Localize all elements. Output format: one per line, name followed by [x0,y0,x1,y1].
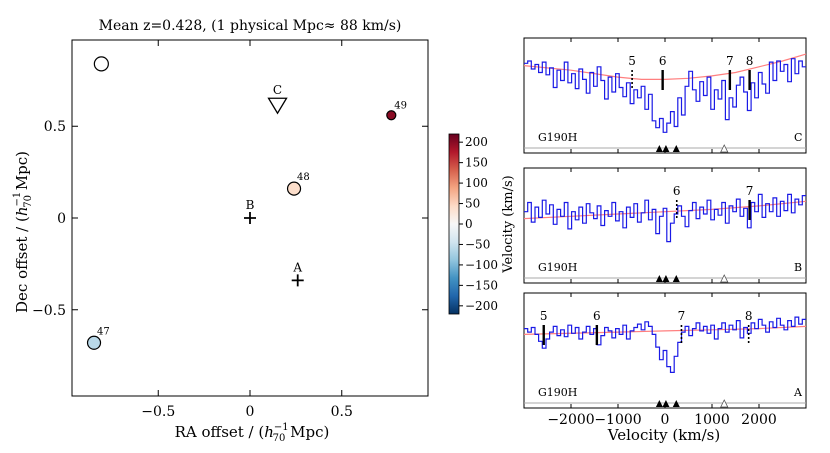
spectrum-histogram [524,316,806,373]
spectrum-panel-a: 5 6 7 8 G190H A −2000 −1000 0 1000 2000 [523,292,807,428]
galaxy-velocity-marker [655,275,663,282]
spectrum-histogram [524,58,806,133]
galaxy-velocity-marker [672,275,680,282]
line-id-label: 8 [746,54,754,68]
map-ticks: −0.5 0 0.5 −0.5 0 0.5 [32,40,428,420]
sightline-panel-label: A [793,386,803,399]
colorbar-tick-label: 100 [465,176,488,190]
galaxy-velocity-marker [655,145,663,152]
map-panel: Mean z=0.428, (1 physical Mpc≈ 88 km/s) … [12,18,429,444]
galaxy-marker [386,110,397,121]
line-id-label: 6 [673,184,681,198]
map-ytick-label: 0 [57,211,66,227]
colorbar-tick-label: −200 [465,299,498,313]
colorbar-label: Velocity (km/s) [501,175,516,273]
line-id-label: 7 [726,54,734,68]
galaxy-label: 47 [97,326,110,337]
sightline-panel-label: C [794,131,802,144]
spectrum-xtick-label: 0 [661,412,670,428]
colorbar-tick-label: 0 [465,217,473,231]
map-xtick-label: −0.5 [141,404,175,420]
spectrum-panel-b: 6 7 G190H B [523,167,807,284]
sightline-plus-marker [244,212,256,224]
spectrum-xtick-label: 1000 [694,412,730,428]
map-ylabel: Dec offset / (h−170 Mpc) [12,151,34,313]
spectra-xlabel: Velocity (km/s) [607,426,720,444]
spectrum-xtick-label: −1000 [594,412,641,428]
map-xtick-label: 0.5 [331,404,353,420]
galaxy-velocity-marker [662,275,670,282]
colorbar-tick-label: 200 [465,135,488,149]
line-id-label: 6 [593,309,601,323]
galaxy-marker [93,56,109,72]
sightline-label: B [246,198,255,212]
map-xlabel: RA offset / (h−1 70 Mpc) [175,422,330,444]
sightline-plus-marker [291,274,304,287]
line-id-label: 7 [746,184,754,198]
galaxy-velocity-marker [655,400,663,407]
colorbar-tick-label: −100 [465,258,498,272]
line-id-label: 7 [678,309,686,323]
galaxy-label: 48 [297,172,310,183]
spectrum-xtick-label: −2000 [547,412,594,428]
line-id-label: 5 [628,54,636,68]
spectrum-xtick-label: 2000 [741,412,777,428]
colorbar-tick-label: 50 [465,197,480,211]
colorbar-tick-label: −150 [465,278,498,292]
open-velocity-marker [720,144,729,153]
spectrum-panel-c: 5 6 7 8 G190H C [523,37,807,154]
galaxy-marker [86,335,102,350]
instrument-label: G190H [538,131,577,144]
colorbar: 200 150 100 50 0 −50 −100 −150 −200 Velocity (km… [448,133,516,315]
map-title: Mean z=0.428, (1 physical Mpc≈ 88 km/s) [99,18,402,34]
colorbar-ticks: 200 150 100 50 0 −50 −100 −150 −200 [459,135,498,313]
map-xtick-label: 0 [246,404,255,420]
galaxy-velocity-marker [672,145,680,152]
colorbar-tick-label: 150 [465,156,488,170]
galaxy-velocity-marker [662,145,670,152]
sightline-triangle-marker [267,97,288,115]
colorbar-tick-label: −50 [465,237,490,251]
sightline-label: A [292,260,302,274]
instrument-label: G190H [538,261,577,274]
spectrum-histogram [524,193,806,243]
sightline-label: C [273,83,282,97]
sightline-panel-label: B [794,261,802,274]
open-velocity-marker [720,399,729,408]
open-velocity-marker [720,274,729,283]
line-id-label: 8 [745,309,753,323]
map-ytick-label: 0.5 [44,119,66,135]
map-ytick-label: −0.5 [32,303,66,319]
line-id-label: 6 [659,54,667,68]
galaxy-velocity-marker [662,400,670,407]
line-id-label: 5 [540,309,548,323]
galaxy-label: 49 [394,101,407,112]
galaxy-marker [286,181,302,196]
galaxy-velocity-marker [672,400,680,407]
colorbar-bar [448,133,460,315]
instrument-label: G190H [538,386,577,399]
map-points: A B C 47 48 49 [86,56,407,350]
